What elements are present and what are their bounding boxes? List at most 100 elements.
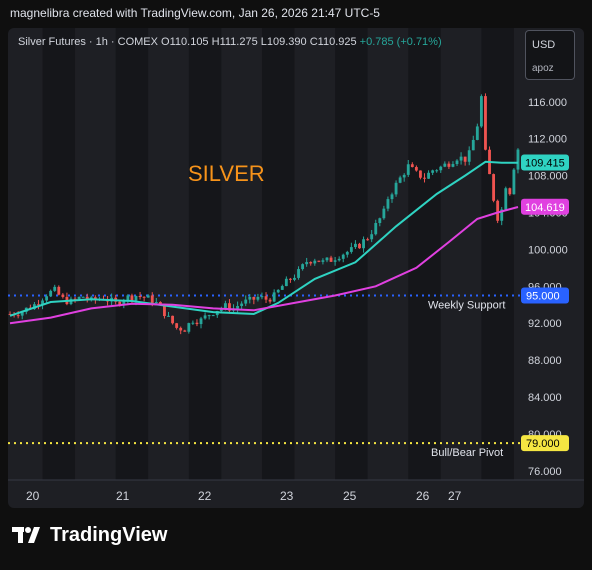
candle-body [240,303,244,307]
symbol-legend[interactable]: Silver Futures · 1h · COMEX O110.105 H11… [18,36,442,48]
currency-code[interactable]: USD [532,39,556,51]
bull-bear-pivot-label: Bull/Bear Pivot [431,447,503,459]
candle-body [313,260,317,264]
candle [394,180,398,197]
candle-body [228,303,231,311]
candle [191,320,195,325]
candle-body [37,304,40,306]
candle-body [512,169,516,195]
candle-body [163,303,166,317]
candle [423,173,426,183]
y-tick-label: 92.000 [528,318,562,330]
level-price-tag [521,287,569,304]
candle [451,161,455,168]
candle [199,316,203,329]
candle [171,315,174,325]
currency-unit[interactable]: apoz [532,63,554,74]
candle-body [8,313,12,315]
candle [431,169,435,176]
candle [272,289,276,303]
candle [378,217,382,227]
candle-body [207,315,211,317]
candle-body [492,174,496,201]
candle [142,296,146,302]
candle [211,314,215,317]
candle-body [305,262,309,265]
session-band-1 [115,28,149,480]
candle-body [394,182,398,195]
candle [349,242,353,254]
tradingview-logo[interactable]: TradingView [12,520,167,550]
candle [280,284,284,290]
candle [8,311,12,315]
candle-body [49,290,53,297]
close-value: C110.925 [309,36,357,48]
tradingview-icon [12,527,40,543]
candle-body [374,222,378,235]
candle [512,168,516,195]
footer-bar [0,508,592,570]
price-chart[interactable]: 76.00080.00084.00088.00092.00096.000100.… [8,28,584,508]
candle [341,253,345,263]
level-price-label: 95.000 [526,291,560,303]
x-tick-label: 25 [343,489,357,503]
candle-body [16,315,20,317]
candle-body [354,243,357,248]
candle [370,229,374,243]
candle-body [366,239,370,241]
candle-body [345,251,349,255]
candle [183,329,187,332]
candle [321,258,325,265]
candle [309,261,313,266]
candle-body [268,299,272,302]
candle-body [459,156,463,161]
candle [260,292,264,300]
candle [467,146,471,166]
candle [85,293,89,303]
candle-body [439,166,443,171]
candle [484,93,487,151]
candle-body [349,247,353,252]
candle [81,296,85,298]
candle [354,240,357,249]
x-tick-label: 21 [116,489,130,503]
candle [427,170,430,179]
candle-body [443,163,447,167]
candle-body [402,174,406,178]
y-tick-label: 112.000 [528,134,567,146]
y-tick-label: 76.000 [528,466,562,478]
candle [195,319,199,327]
candle-body [390,194,394,200]
y-tick-label: 88.000 [528,355,562,367]
candle [288,277,292,283]
ma-fast-price-tag [521,154,569,171]
candle-body [406,164,410,175]
candle-body [61,294,65,297]
candle [264,292,268,303]
session-band-5 [408,28,441,480]
candle-body [516,149,520,170]
x-tick-label: 27 [448,489,462,503]
candle [459,152,463,165]
candle-body [264,296,268,300]
session-band-0 [42,28,76,480]
candle [345,250,349,258]
candle-body [288,278,292,280]
candle [329,255,333,262]
symbol-name[interactable]: Silver Futures · 1h · COMEX [18,36,158,48]
candle [167,311,170,317]
candle-body [419,170,422,178]
candle [317,260,321,263]
y-tick-label: 100.000 [528,244,568,256]
candle-body [398,177,402,183]
candle [439,165,443,173]
candle-body [484,96,487,150]
ma-fast-price-label: 109.415 [525,158,565,170]
candle-body [57,286,61,295]
candle-body [211,315,215,317]
y-tick-label: 84.000 [528,392,562,404]
high-value: H111.275 [211,36,258,48]
candle-body [150,295,154,303]
chart-panel[interactable]: 76.000 80.000 84.000 88.000 92.000 96.000 100.… [8,28,584,508]
currency-selector[interactable]: USD apoz [525,30,575,80]
